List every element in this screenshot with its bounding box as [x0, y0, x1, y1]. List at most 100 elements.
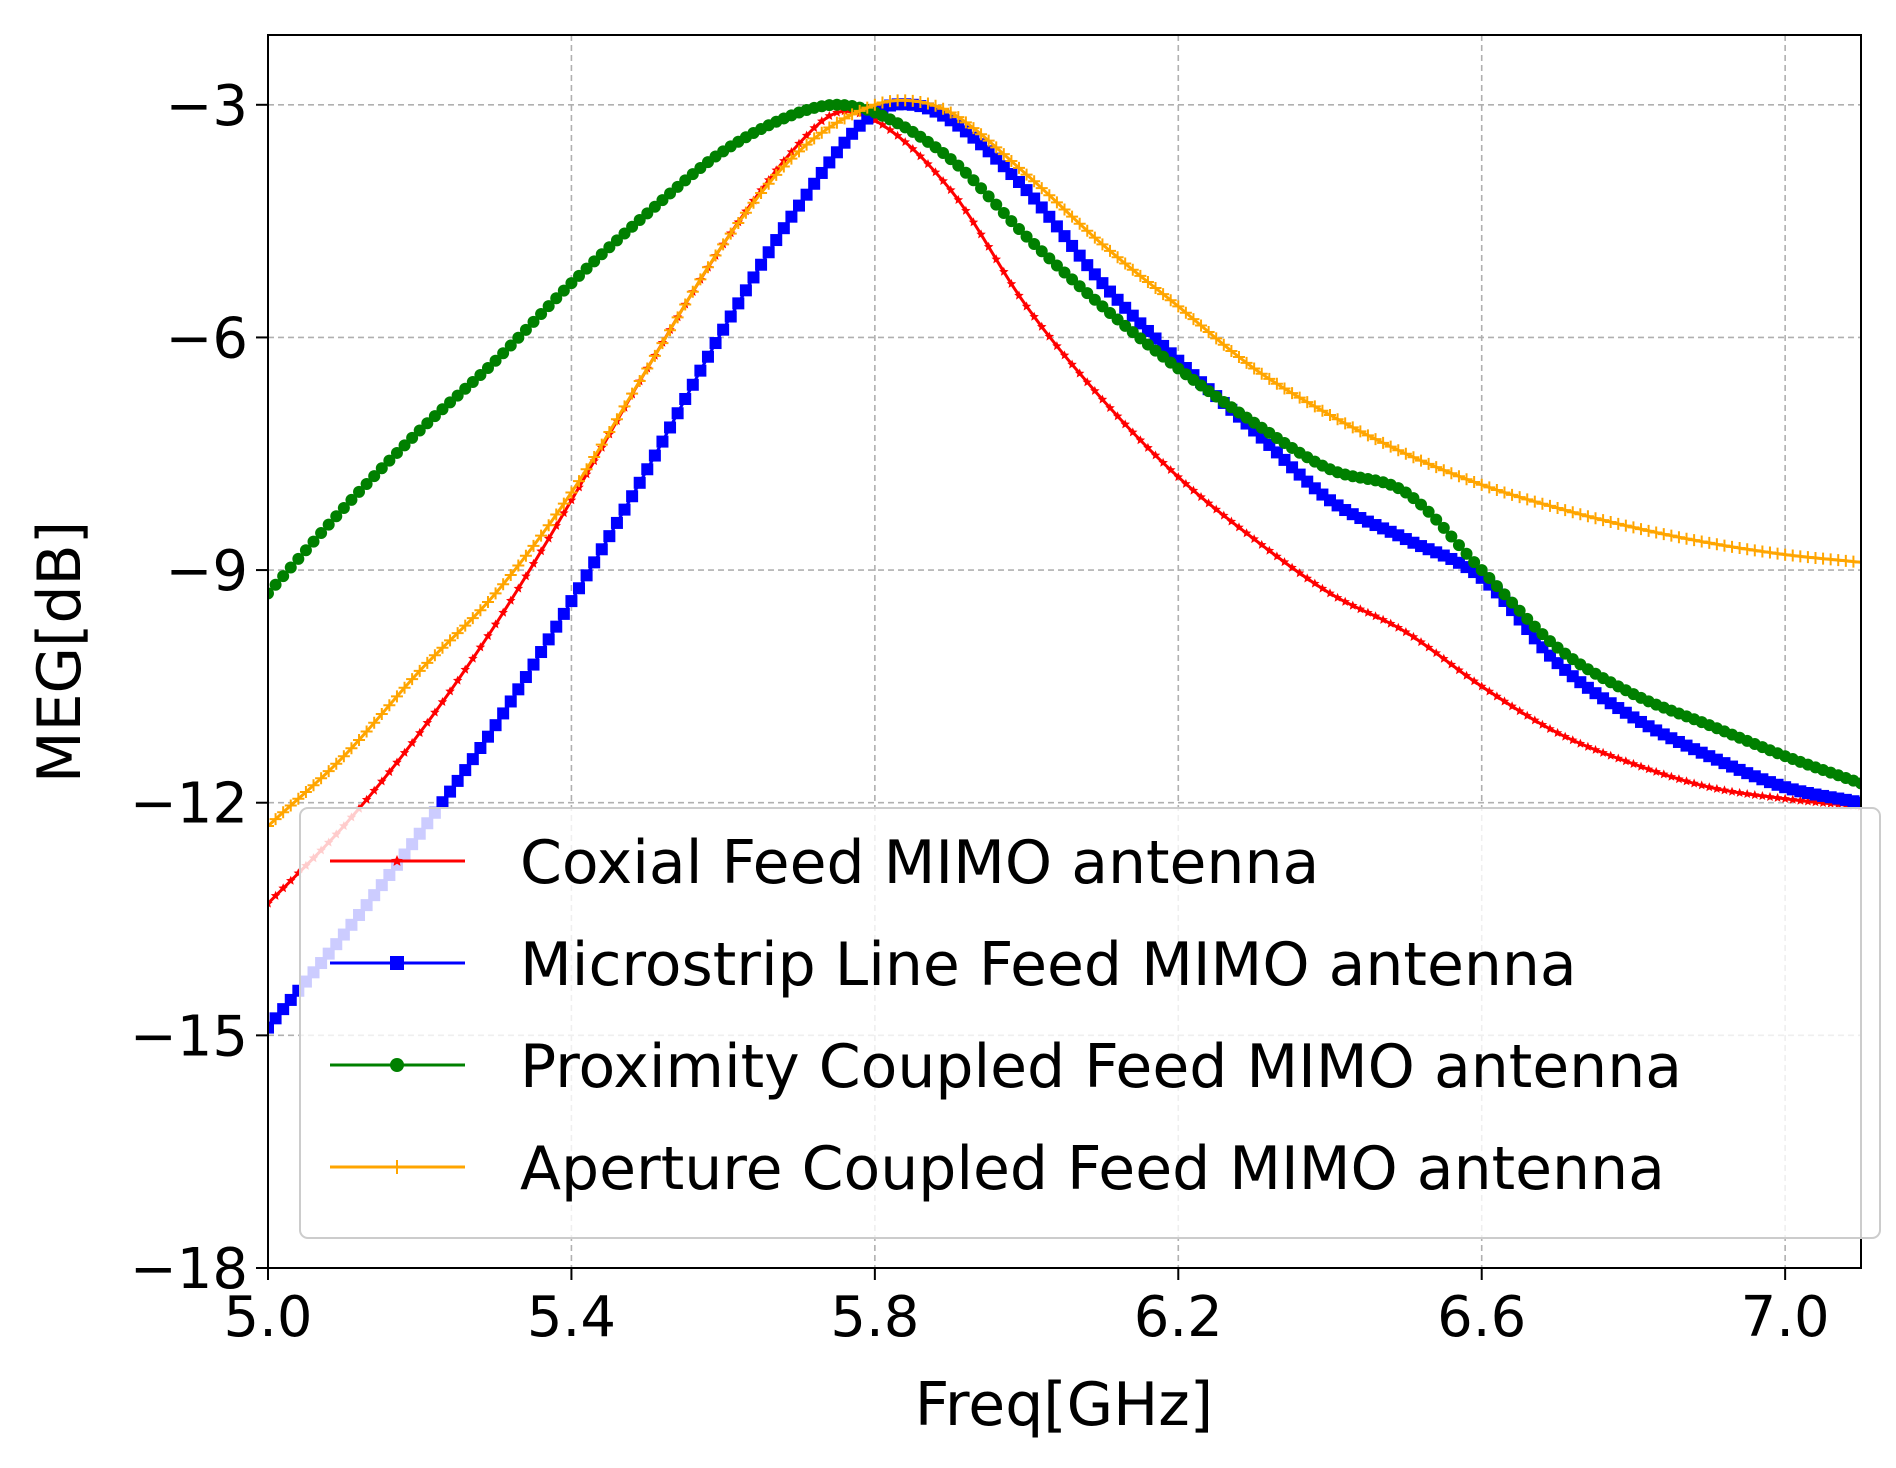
- series-marker: [1680, 532, 1693, 545]
- series-marker: [512, 683, 525, 696]
- legend: Coxial Feed MIMO antenna Microstrip Line …: [299, 807, 1881, 1239]
- series-marker: [398, 681, 411, 694]
- series-marker: [580, 569, 593, 582]
- series-marker: [1279, 557, 1290, 567]
- series-marker: [557, 607, 570, 620]
- series-marker: [1521, 612, 1534, 625]
- y-tick-label: −3: [165, 74, 248, 139]
- legend-label: Proximity Coupled Feed MIMO antenna: [520, 1032, 1682, 1102]
- series-marker: [1105, 402, 1115, 412]
- series-marker: [1270, 377, 1283, 390]
- series-marker: [823, 121, 836, 134]
- series-marker: [307, 535, 320, 548]
- series-marker: [747, 196, 760, 209]
- series-marker: [1695, 535, 1708, 548]
- series-marker: [286, 875, 296, 885]
- series-marker: [430, 707, 440, 717]
- series-marker: [1507, 701, 1517, 711]
- series-marker: [1293, 391, 1306, 404]
- y-tick-label: −9: [165, 539, 248, 604]
- series-marker: [1521, 493, 1534, 506]
- series-marker: [1589, 512, 1602, 525]
- series-marker: [535, 646, 548, 659]
- series-marker: [1537, 719, 1548, 729]
- x-tick-label: 5.8: [830, 1285, 919, 1350]
- series-marker: [573, 269, 586, 282]
- series-marker: [656, 435, 669, 448]
- series-marker: [1134, 269, 1147, 282]
- series-marker: [1331, 413, 1344, 426]
- series-marker: [603, 241, 616, 254]
- y-tick-label: −6: [165, 306, 248, 371]
- series-marker: [330, 757, 343, 770]
- series-marker: [1073, 217, 1086, 230]
- series-marker: [1492, 691, 1502, 701]
- series-marker: [815, 126, 828, 139]
- series-marker: [1310, 578, 1320, 588]
- series-marker: [982, 190, 995, 203]
- series-marker: [1005, 155, 1018, 168]
- series-marker: [1135, 435, 1146, 445]
- y-tick-label: −12: [130, 772, 248, 837]
- series-marker: [1050, 259, 1063, 272]
- series-marker: [1014, 290, 1024, 300]
- series-marker: [1498, 588, 1511, 601]
- series-marker: [1384, 440, 1397, 453]
- series-marker: [466, 612, 479, 625]
- series-marker: [1613, 753, 1623, 763]
- series-marker: [390, 1058, 404, 1072]
- series-marker: [701, 261, 714, 274]
- series-marker: [1484, 686, 1495, 696]
- series-marker: [724, 310, 737, 323]
- series-marker: [383, 699, 396, 712]
- series-marker: [724, 227, 737, 240]
- series-marker: [1604, 516, 1617, 529]
- series-marker: [542, 633, 555, 646]
- series-marker: [1763, 546, 1776, 559]
- series-marker: [618, 503, 631, 516]
- series-marker: [686, 285, 699, 298]
- series-marker: [959, 166, 972, 179]
- series-marker: [481, 596, 494, 609]
- series-marker: [823, 156, 836, 169]
- series-marker: [1468, 556, 1481, 569]
- series-marker: [1385, 618, 1396, 628]
- series-marker: [717, 323, 730, 336]
- series-marker: [747, 271, 760, 284]
- series-marker: [428, 649, 441, 662]
- series-marker: [1855, 556, 1861, 569]
- series-marker: [513, 583, 524, 593]
- series-marker: [717, 238, 730, 251]
- series-marker: [1681, 776, 1692, 786]
- series-marker: [739, 284, 752, 297]
- series-marker: [1810, 797, 1821, 807]
- series-marker: [786, 147, 797, 156]
- series-marker: [1211, 504, 1221, 514]
- series-marker: [1399, 447, 1412, 460]
- series-marker: [588, 556, 601, 569]
- series-marker: [1339, 417, 1352, 430]
- series-marker: [1703, 536, 1716, 549]
- y-tick-label: −18: [130, 1237, 248, 1302]
- series-marker: [415, 727, 425, 737]
- series-marker: [337, 750, 350, 763]
- series-marker: [991, 254, 1001, 264]
- series-marker: [892, 130, 903, 140]
- series-marker: [490, 619, 501, 629]
- series-marker: [1437, 464, 1450, 477]
- series-marker: [284, 799, 297, 812]
- series-marker: [944, 106, 957, 119]
- series-marker: [1696, 780, 1707, 790]
- series-marker: [1219, 510, 1229, 520]
- series-marker: [413, 424, 426, 437]
- series-marker: [1643, 764, 1654, 774]
- series-marker: [1803, 796, 1813, 806]
- series-marker: [1756, 545, 1769, 558]
- series-marker: [506, 595, 516, 605]
- series-marker: [353, 733, 366, 746]
- series-marker: [542, 300, 555, 313]
- series-marker: [1287, 562, 1297, 572]
- series-marker: [1422, 505, 1435, 518]
- series-marker: [603, 530, 616, 543]
- series-marker: [1506, 488, 1519, 501]
